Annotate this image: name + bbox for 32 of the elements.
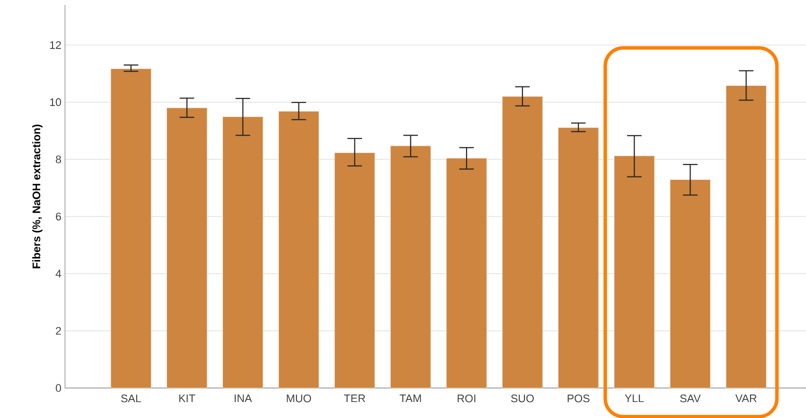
bar — [446, 158, 487, 388]
bar — [614, 156, 655, 388]
x-tick-label: YLL — [624, 394, 644, 402]
y-tick-label: 4 — [56, 270, 62, 278]
x-tick-label: SUO — [511, 394, 534, 402]
bar — [726, 85, 766, 388]
bar — [110, 68, 152, 388]
bar — [334, 152, 376, 388]
bar — [278, 111, 320, 388]
x-tick-label: SAV — [680, 394, 701, 402]
bar — [222, 116, 264, 388]
x-tick-label: TER — [344, 394, 366, 402]
y-tick-label: 8 — [56, 155, 61, 164]
bar — [558, 127, 599, 388]
bar — [166, 108, 208, 388]
y-tick-label: 0 — [56, 384, 62, 392]
bar — [670, 179, 711, 388]
x-tick-label: TAM — [400, 394, 421, 402]
bar — [502, 96, 543, 388]
y-tick-label: 2 — [56, 327, 61, 335]
x-tick-label: ROI — [458, 394, 476, 402]
y-tick-label: 12 — [50, 41, 61, 49]
x-tick-label: MUO — [286, 394, 312, 402]
y-tick-label: 6 — [56, 212, 61, 220]
x-tick-label: VAR — [735, 394, 757, 402]
bar — [390, 146, 431, 388]
x-tick-label: SAL — [121, 394, 141, 402]
x-tick-label: INA — [234, 394, 252, 402]
x-tick-label: KIT — [179, 394, 196, 402]
x-tick-label: POS — [568, 394, 590, 402]
y-tick-label: 10 — [50, 98, 62, 106]
y-axis-title: Fibers (%, NaOH extraction) — [32, 124, 42, 268]
